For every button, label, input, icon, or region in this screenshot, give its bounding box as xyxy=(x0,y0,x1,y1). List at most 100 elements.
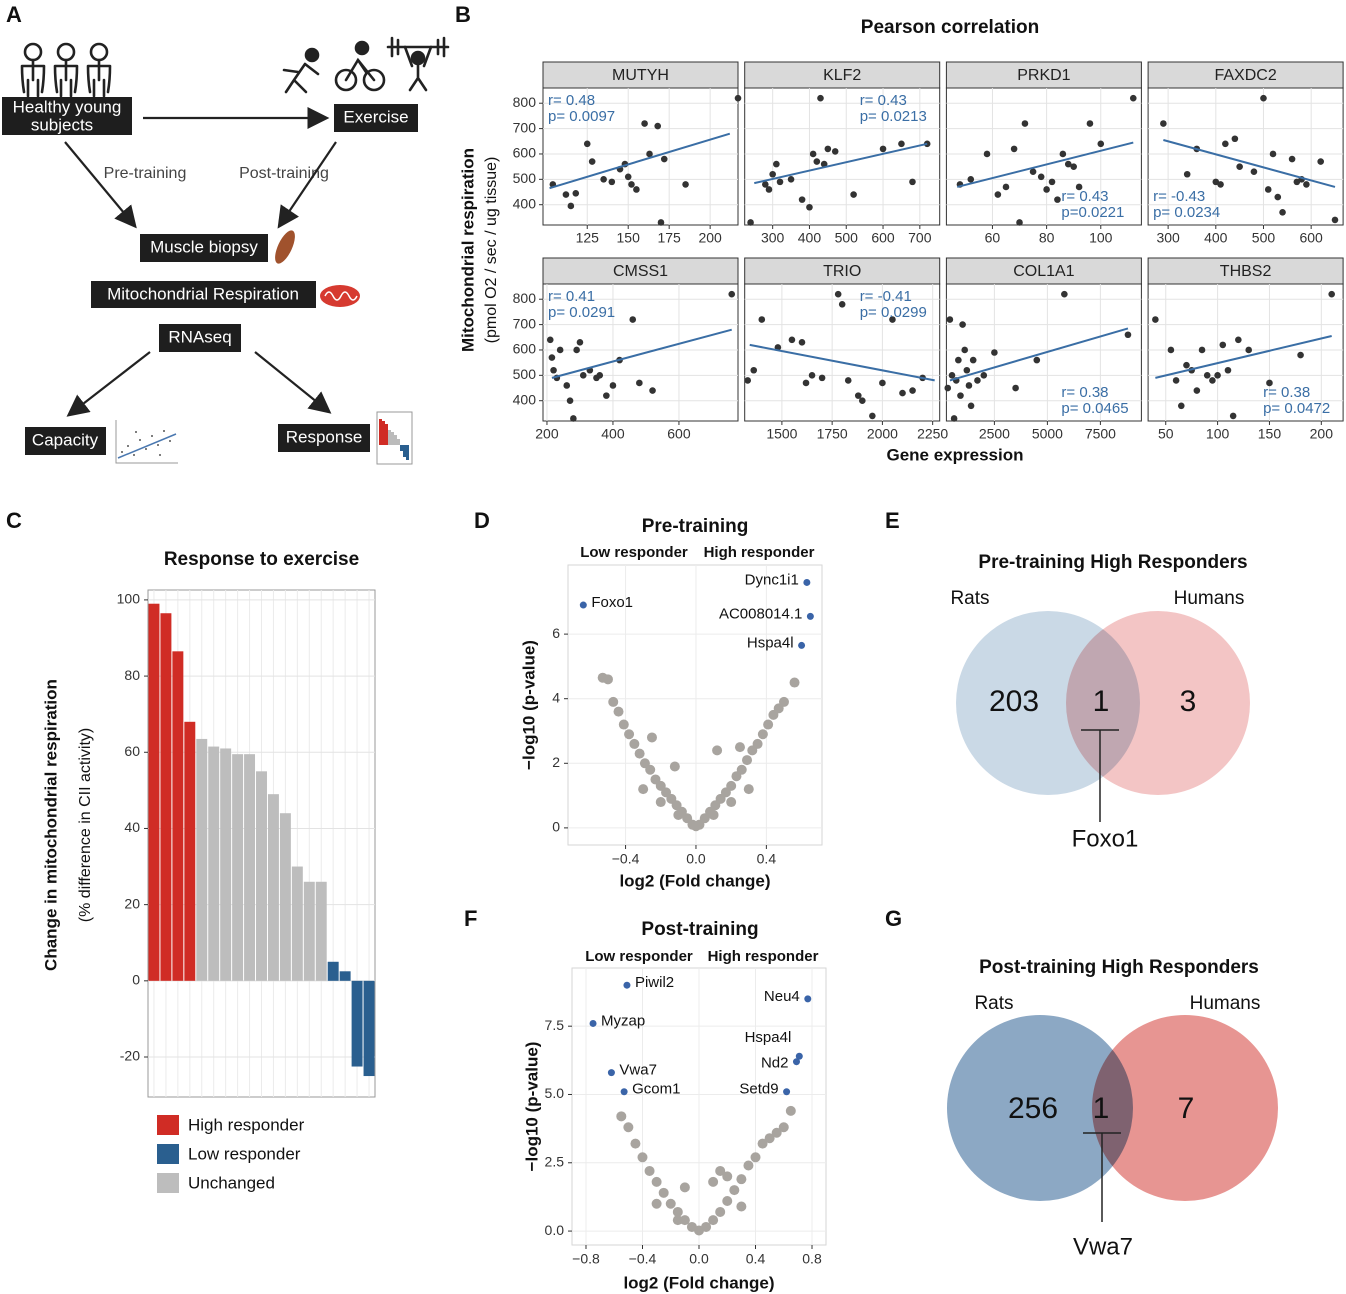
point xyxy=(967,402,975,410)
point xyxy=(726,797,737,808)
panel-label: G xyxy=(885,906,902,931)
mitochondria-icon xyxy=(324,291,358,301)
point xyxy=(673,809,684,820)
x-tick-label: −0.4 xyxy=(612,851,640,867)
point xyxy=(889,316,896,323)
node-box xyxy=(334,104,418,132)
fit-line xyxy=(754,142,928,185)
point xyxy=(859,397,866,405)
bar xyxy=(208,746,220,981)
point xyxy=(556,346,564,354)
point xyxy=(1209,377,1216,384)
point xyxy=(1097,140,1105,148)
y-tick-label: 400 xyxy=(513,195,537,211)
legend-label: Low responder xyxy=(188,1144,301,1163)
arrow xyxy=(66,351,151,417)
point xyxy=(708,809,719,820)
bar xyxy=(279,813,291,981)
point xyxy=(1054,196,1061,203)
point xyxy=(1222,140,1229,148)
point xyxy=(788,336,796,344)
point xyxy=(1266,379,1273,387)
bar xyxy=(303,881,315,981)
legend-label: Unchanged xyxy=(188,1173,275,1192)
point xyxy=(1033,356,1041,364)
point xyxy=(682,181,689,188)
highlight-point xyxy=(579,601,587,609)
point xyxy=(1167,346,1175,354)
y-axis-label: Mitochondrial respiration xyxy=(458,148,477,352)
highlight-point xyxy=(806,612,814,620)
point xyxy=(734,94,742,102)
plot-area xyxy=(542,87,739,226)
fit-line xyxy=(549,132,731,190)
point xyxy=(715,1165,726,1176)
point xyxy=(1002,183,1010,191)
x-tick-label: 5000 xyxy=(1032,426,1063,442)
plot-area xyxy=(1147,87,1344,226)
bar xyxy=(256,771,267,981)
point xyxy=(566,397,574,405)
point xyxy=(950,415,958,422)
highlight-point xyxy=(792,1058,800,1066)
point xyxy=(1160,120,1167,127)
stat-annotation: r= 0.43 xyxy=(1061,188,1108,205)
bar xyxy=(315,881,327,981)
panel-label: D xyxy=(474,508,490,533)
point xyxy=(633,186,640,193)
point-label: Hspa4l xyxy=(747,634,794,651)
point xyxy=(824,145,832,153)
point xyxy=(726,780,737,791)
side-annotation: High responder xyxy=(704,544,815,561)
point xyxy=(690,821,701,832)
point xyxy=(809,150,817,158)
bar xyxy=(232,754,244,981)
point xyxy=(1064,160,1072,168)
point xyxy=(750,366,758,374)
point xyxy=(1061,290,1068,298)
y-tick-label: 0.0 xyxy=(545,1222,565,1238)
node-box xyxy=(25,427,106,455)
venn-set xyxy=(1066,611,1250,795)
x-tick-label: 600 xyxy=(667,426,691,442)
point xyxy=(965,382,973,389)
facet-title: TRIO xyxy=(823,263,861,280)
point xyxy=(1250,168,1258,176)
point xyxy=(817,94,824,102)
point xyxy=(623,1122,634,1133)
chart-title: Post-training xyxy=(641,919,758,940)
bar xyxy=(267,794,279,981)
y-tick-label: 500 xyxy=(513,366,537,382)
point xyxy=(946,316,954,323)
point-label: Neu4 xyxy=(764,988,800,1005)
bar xyxy=(339,971,351,981)
point xyxy=(708,1176,719,1187)
node-box xyxy=(159,324,241,352)
mitochondria-icon xyxy=(320,285,360,307)
point xyxy=(752,738,763,749)
point xyxy=(572,189,580,197)
stat-annotation: p= 0.0097 xyxy=(548,108,615,125)
point xyxy=(1303,181,1310,188)
node-label: Healthy young xyxy=(13,97,122,116)
x-axis-label: log2 (Fold change) xyxy=(619,871,770,890)
x-tick-label: 500 xyxy=(835,230,859,246)
point xyxy=(641,120,648,127)
point xyxy=(909,178,916,186)
point xyxy=(898,140,905,148)
node-label: RNAseq xyxy=(168,327,231,346)
point xyxy=(1288,155,1296,163)
stat-annotation: p= 0.0465 xyxy=(1061,400,1128,417)
point xyxy=(649,387,656,394)
node-label: Response xyxy=(286,427,363,446)
point xyxy=(1059,150,1067,158)
muscle-icon xyxy=(275,230,295,264)
x-tick-label: −0.4 xyxy=(629,1251,657,1267)
x-tick-label: 1750 xyxy=(817,426,848,442)
x-tick-label: 400 xyxy=(798,230,822,246)
x-tick-label: 100 xyxy=(1089,230,1113,246)
point xyxy=(787,176,795,183)
x-tick-label: 0.4 xyxy=(746,1251,766,1267)
x-tick-label: 400 xyxy=(601,426,625,442)
stat-annotation: p= 0.0299 xyxy=(860,304,927,321)
